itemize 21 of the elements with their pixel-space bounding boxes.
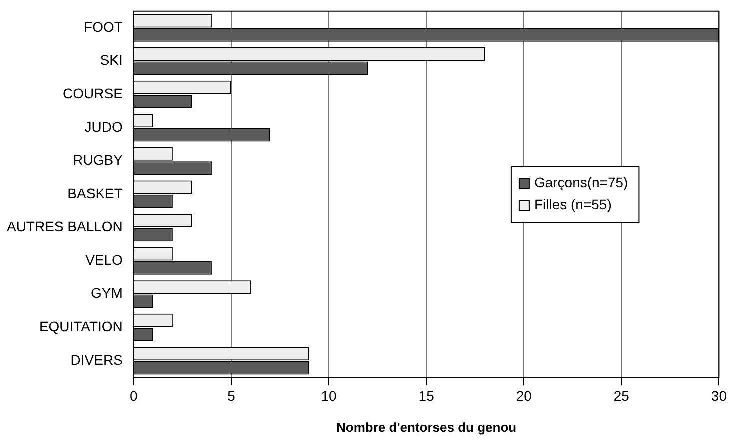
y-tick-label: EQUITATION	[39, 318, 123, 335]
y-tick-label: VELO	[86, 252, 124, 268]
legend-label: Filles (n=55)	[534, 196, 612, 212]
y-tick-label: DIVERS	[70, 352, 123, 368]
x-tick-label: 10	[321, 388, 338, 404]
x-tick-label: 15	[418, 388, 435, 404]
y-tick-label: SKI	[100, 52, 123, 68]
x-tick-label: 20	[516, 388, 532, 404]
y-tick-label: GYM	[91, 285, 123, 302]
x-tick-label: 0	[130, 388, 138, 404]
x-tick-label: 30	[711, 388, 728, 404]
y-tick-label: RUGBY	[73, 152, 124, 168]
y-tick-label: COURSE	[63, 85, 123, 102]
legend-label: Garçons(n=75)	[534, 174, 628, 190]
y-tick-label: FOOT	[84, 18, 124, 35]
x-axis-title: Nombre d'entorses du genou	[336, 420, 517, 435]
y-tick-label: JUDO	[84, 118, 124, 135]
x-tick-label: 5	[228, 388, 236, 404]
y-tick-label: BASKET	[68, 185, 124, 202]
x-tick-label: 25	[614, 388, 630, 404]
y-tick-label: AUTRES BALLON	[6, 218, 123, 235]
